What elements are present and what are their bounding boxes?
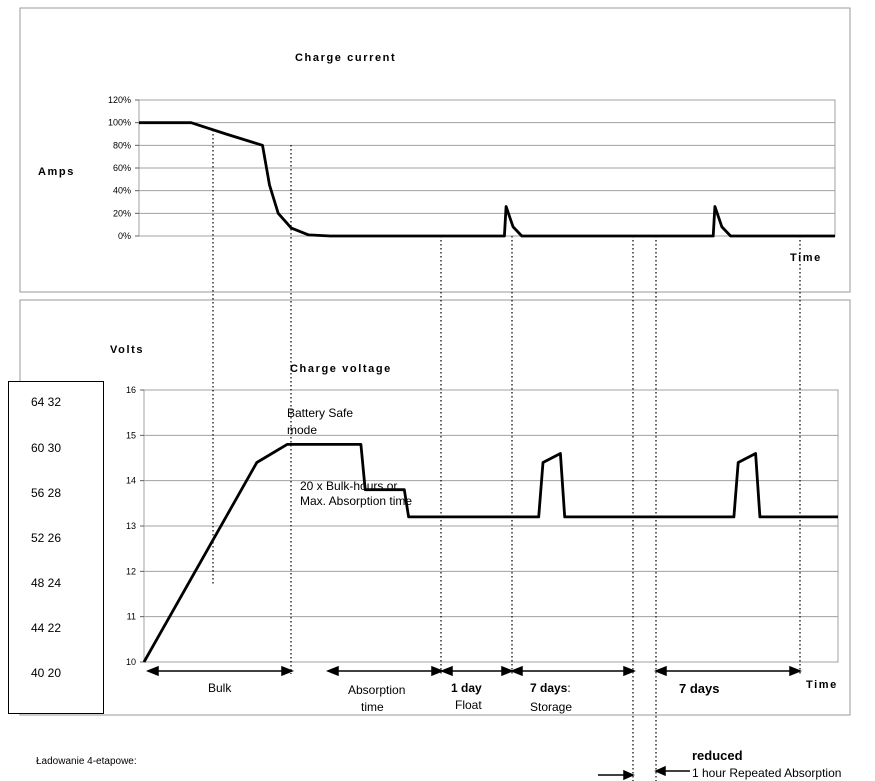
voltage-y-tick-label: 13 (126, 521, 136, 531)
voltage-chart-title: Charge voltage (290, 363, 392, 375)
annotation-bulk-hours: 20 x Bulk-hours or (300, 479, 397, 493)
battery-voltage-scale: 64 32 60 30 56 28 52 26 48 24 44 22 40 2… (8, 381, 104, 714)
scale-row-56-28: 56 28 (31, 486, 62, 500)
scale-row-44-22: 44 22 (31, 621, 62, 635)
voltage-series-line (142, 442, 838, 663)
footnote: Ładowanie 4-etapowe: (36, 756, 137, 767)
arrow-head (439, 665, 453, 677)
arrow-head (789, 665, 803, 677)
current-series-line (139, 121, 835, 238)
voltage-y-tick-label: 11 (127, 612, 136, 622)
scale-row-60-30: 60 30 (31, 441, 62, 455)
current-chart-title: Charge current (295, 52, 396, 64)
arrow-head (501, 665, 515, 677)
scale-row-52-26: 52 26 (31, 531, 62, 545)
phase-markers (212, 130, 801, 781)
phase-absorption-label: Absorption (348, 683, 405, 697)
current-y-tick-label: 0% (118, 231, 131, 241)
current-x-label: Time (790, 252, 822, 264)
arrow-head (145, 665, 159, 677)
arrow-head (431, 665, 445, 677)
scale-row-48-24: 48 24 (31, 576, 62, 590)
arrow-head (654, 765, 666, 777)
current-y-tick-label: 120% (108, 95, 131, 105)
voltage-y-label: Volts (110, 344, 144, 356)
phase-float-days-label: 1 day (451, 681, 482, 695)
phase-reduced-label: reduced (692, 748, 743, 763)
voltage-y-tick-label: 10 (126, 657, 136, 667)
voltage-x-label: Time (806, 679, 838, 691)
scale-row-40-20: 40 20 (31, 666, 62, 680)
arrow-head (325, 665, 339, 677)
arrow-head (509, 665, 523, 677)
phase-absorption-time-label: time (361, 700, 384, 714)
phase-repeated-absorption-label: 1 hour Repeated Absorption (692, 766, 841, 780)
phase-storage-days-label: 7 days: (530, 681, 571, 695)
voltage-y-tick-label: 12 (126, 566, 136, 576)
phase-bulk-label: Bulk (208, 681, 232, 695)
current-y-tick-label: 20% (113, 208, 131, 218)
phase-seven-days-label: 7 days (679, 681, 719, 696)
current-y-tick-label: 100% (108, 118, 131, 128)
phase-float-label: Float (455, 698, 482, 712)
scale-row-64-32: 64 32 (31, 395, 62, 409)
voltage-y-tick-label: 14 (126, 476, 136, 486)
arrow-head (653, 665, 667, 677)
annotation-max-absorption: Max. Absorption time (300, 494, 412, 508)
current-y-tick-label: 60% (113, 163, 131, 173)
annotation-battery-safe: Battery Safe (287, 406, 353, 420)
current-y-tick-label: 40% (113, 186, 131, 196)
arrow-head (623, 665, 637, 677)
annotation-mode: mode (287, 423, 317, 437)
current-y-tick-label: 80% (113, 140, 131, 150)
phase-storage-label: Storage (530, 700, 572, 714)
voltage-y-tick-label: 16 (126, 385, 136, 395)
arrow-head (281, 665, 295, 677)
voltage-plot-area: 10 11 12 13 14 15 16 (126, 385, 839, 667)
current-y-label: Amps (38, 166, 75, 178)
voltage-y-tick-label: 15 (126, 430, 136, 440)
arrow-head (623, 769, 635, 781)
phase-arrows (145, 665, 803, 781)
current-plot-area: 0% 20% 40% 60% 80% 100% 120% (108, 95, 836, 241)
